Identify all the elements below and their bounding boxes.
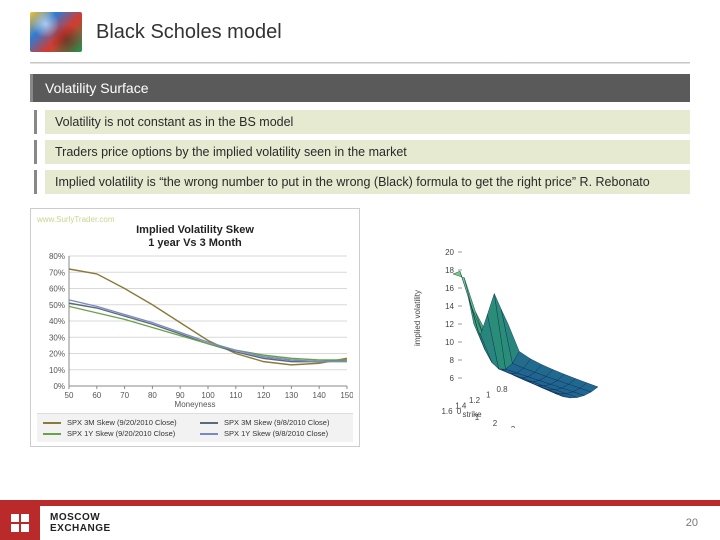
svg-text:80%: 80%	[49, 252, 65, 261]
list-item: Implied volatility is “the wrong number …	[34, 170, 690, 194]
svg-text:strike: strike	[463, 410, 483, 419]
svg-text:100: 100	[201, 391, 215, 400]
legend-label: SPX 1Y Skew (9/8/2010 Close)	[224, 429, 328, 438]
svg-text:3: 3	[511, 425, 516, 428]
legend-item: SPX 1Y Skew (9/8/2010 Close)	[200, 429, 347, 438]
legend-swatch-icon	[43, 433, 61, 435]
svg-text:10%: 10%	[49, 366, 65, 375]
legend-swatch-icon	[43, 422, 61, 424]
svg-text:18: 18	[445, 266, 454, 275]
chart-title-line: 1 year Vs 3 Month	[148, 237, 242, 249]
list-item: Traders price options by the implied vol…	[34, 140, 690, 164]
legend-item: SPX 3M Skew (9/20/2010 Close)	[43, 418, 190, 427]
list-item: Volatility is not constant as in the BS …	[34, 110, 690, 134]
chart-title-line: Implied Volatility Skew	[136, 224, 254, 236]
legend-swatch-icon	[200, 433, 218, 435]
svg-text:60: 60	[92, 391, 101, 400]
svg-text:1.2: 1.2	[469, 396, 481, 405]
legend-item: SPX 3M Skew (9/8/2010 Close)	[200, 418, 347, 427]
bullet-list: Volatility is not constant as in the BS …	[34, 110, 690, 194]
legend-swatch-icon	[200, 422, 218, 424]
svg-text:140: 140	[313, 391, 327, 400]
kandinsky-art-icon	[30, 12, 82, 52]
svg-text:12: 12	[445, 320, 454, 329]
chart-title: Implied Volatility Skew 1 year Vs 3 Mont…	[37, 224, 353, 250]
svg-text:130: 130	[285, 391, 299, 400]
svg-text:20: 20	[445, 248, 454, 257]
header-divider	[30, 62, 690, 64]
svg-text:1.6: 1.6	[441, 407, 453, 416]
brand-line: EXCHANGE	[50, 523, 111, 534]
charts-row: www.SurlyTrader.com Implied Volatility S…	[0, 208, 720, 447]
svg-text:6: 6	[450, 374, 455, 383]
section-heading: Volatility Surface	[30, 74, 690, 102]
svg-text:0%: 0%	[53, 382, 65, 391]
bullet-marker	[34, 110, 37, 134]
legend-label: SPX 3M Skew (9/20/2010 Close)	[67, 418, 177, 427]
svg-text:30%: 30%	[49, 334, 65, 343]
page-title: Black Scholes model	[96, 21, 282, 44]
svg-text:80: 80	[148, 391, 157, 400]
svg-text:40%: 40%	[49, 317, 65, 326]
svg-text:120: 120	[257, 391, 271, 400]
skew-chart: www.SurlyTrader.com Implied Volatility S…	[30, 208, 360, 447]
brand-line: MOSCOW	[50, 512, 100, 523]
bullet-marker	[34, 170, 37, 194]
brand-block: MOSCOW EXCHANGE	[0, 506, 111, 540]
volatility-surface-chart: 68101214161820implied volatility0.811.21…	[378, 208, 698, 428]
legend-label: SPX 1Y Skew (9/20/2010 Close)	[67, 429, 175, 438]
svg-text:14: 14	[445, 302, 454, 311]
bullet-text: Volatility is not constant as in the BS …	[45, 110, 690, 134]
svg-text:70: 70	[120, 391, 129, 400]
slide-footer: MOSCOW EXCHANGE 20	[0, 500, 720, 540]
svg-text:8: 8	[450, 356, 455, 365]
bullet-text: Implied volatility is “the wrong number …	[45, 170, 690, 194]
legend-item: SPX 1Y Skew (9/20/2010 Close)	[43, 429, 190, 438]
page-number: 20	[686, 517, 698, 529]
legend-label: SPX 3M Skew (9/8/2010 Close)	[224, 418, 329, 427]
line-plot: 0% 10% 20% 30% 40% 50% 60% 70% 80% 50 60 70 80 90 100 1…	[37, 252, 353, 402]
svg-text:50: 50	[65, 391, 74, 400]
svg-text:110: 110	[229, 391, 242, 400]
moex-logo-icon	[0, 506, 40, 540]
brand-text: MOSCOW EXCHANGE	[50, 512, 111, 534]
svg-text:50%: 50%	[49, 301, 65, 310]
bullet-text: Traders price options by the implied vol…	[45, 140, 690, 164]
svg-text:10: 10	[445, 338, 454, 347]
chart-legend: SPX 3M Skew (9/20/2010 Close) SPX 3M Skew…	[37, 413, 353, 442]
chart-watermark: www.SurlyTrader.com	[37, 215, 353, 224]
bullet-marker	[34, 140, 37, 164]
svg-text:0: 0	[457, 407, 462, 416]
svg-text:16: 16	[445, 284, 454, 293]
svg-text:70%: 70%	[49, 269, 65, 278]
svg-text:2: 2	[493, 419, 498, 428]
svg-text:1: 1	[486, 391, 491, 400]
svg-text:90: 90	[176, 391, 185, 400]
slide-header: Black Scholes model	[0, 0, 720, 58]
svg-text:20%: 20%	[49, 350, 65, 359]
svg-text:150: 150	[340, 391, 353, 400]
svg-text:0.8: 0.8	[496, 385, 508, 394]
svg-text:implied volatility: implied volatility	[413, 290, 422, 346]
svg-text:60%: 60%	[49, 285, 65, 294]
